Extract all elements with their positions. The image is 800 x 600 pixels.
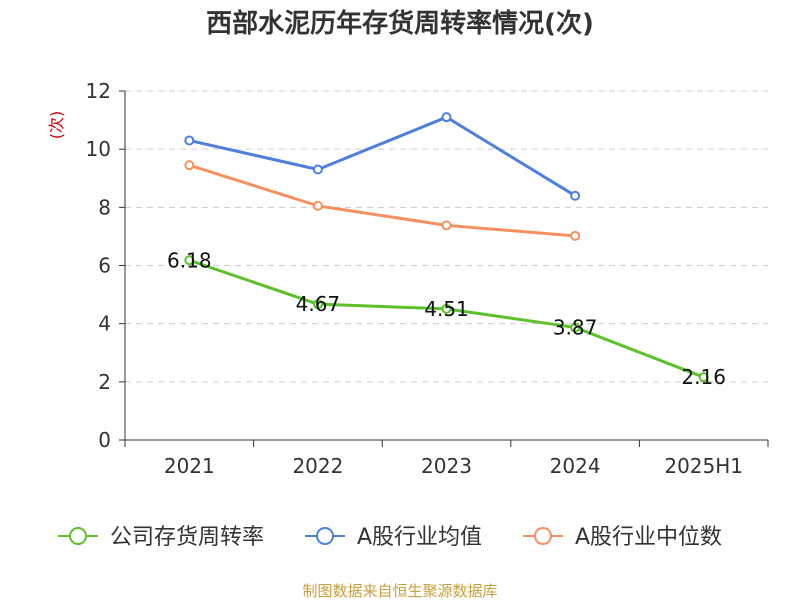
grid-lines <box>125 90 768 383</box>
data-point <box>312 164 323 175</box>
data-label: 2.16 <box>681 365 726 389</box>
y-tick-label: 0 <box>98 428 111 452</box>
data-point <box>312 200 323 211</box>
y-tick-label: 8 <box>98 195 111 219</box>
data-point <box>441 220 452 231</box>
series-line <box>187 115 577 198</box>
data-point <box>441 303 452 314</box>
data-label: 3.87 <box>553 315 598 339</box>
y-tick-label: 2 <box>98 370 111 394</box>
data-source-note: 制图数据来自恒生聚源数据库 <box>302 582 497 600</box>
data-label: 4.51 <box>424 297 469 321</box>
y-axis-unit-label: (次) <box>47 111 66 140</box>
data-point <box>184 160 195 171</box>
x-tick-label: 2021 <box>164 454 215 478</box>
data-label: 4.67 <box>296 292 341 316</box>
data-point <box>570 190 581 201</box>
legend-label: A股行业中位数 <box>575 525 722 550</box>
legend-marker-icon <box>69 527 87 545</box>
data-labels: 6.18 4.67 4.51 3.87 2.16 <box>167 248 726 389</box>
data-label: 6.18 <box>167 248 212 272</box>
legend: 公司存货周转率 A股行业均值 A股行业中位数 <box>58 525 722 550</box>
data-point <box>441 112 452 123</box>
chart-title: 西部水泥历年存货周转率情况(次) <box>206 8 594 39</box>
y-tick-label: 12 <box>86 79 111 103</box>
data-point <box>570 230 581 241</box>
data-point <box>312 299 323 310</box>
y-tick-label: 4 <box>98 312 111 336</box>
legend-label: 公司存货周转率 <box>110 525 264 550</box>
data-point <box>184 135 195 146</box>
legend-marker-icon <box>534 527 552 545</box>
data-point <box>698 372 709 383</box>
y-tick-label: 10 <box>86 137 111 161</box>
x-tick-label: 2022 <box>292 454 343 478</box>
x-tick-label: 2023 <box>421 454 472 478</box>
y-tick-label: 6 <box>98 254 111 278</box>
x-tick-label: 2025H1 <box>664 454 743 478</box>
data-point <box>184 255 195 266</box>
series-lines <box>184 112 709 383</box>
x-tick-label: 2024 <box>550 454 601 478</box>
series-line <box>187 163 577 238</box>
legend-label: A股行业均值 <box>357 525 482 550</box>
legend-marker-icon <box>316 527 334 545</box>
data-point <box>570 322 581 333</box>
axes: 0 2 4 6 8 10 12 2021 2022 2023 2024 2025H1 <box>86 79 769 478</box>
